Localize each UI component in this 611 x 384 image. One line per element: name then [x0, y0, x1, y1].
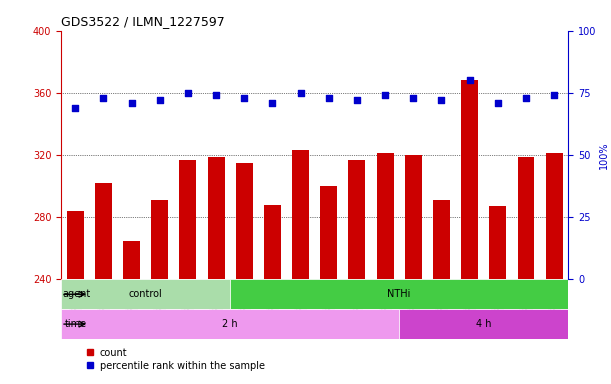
Point: [324, 95, 334, 101]
Point: [268, 100, 277, 106]
Bar: [123, 240, 140, 279]
Bar: [320, 186, 337, 279]
Text: time: time: [65, 319, 87, 329]
Bar: [461, 80, 478, 279]
Y-axis label: 100%: 100%: [599, 141, 609, 169]
Text: control: control: [129, 289, 163, 299]
Bar: [152, 200, 168, 279]
Text: agent: agent: [62, 289, 90, 299]
Bar: [489, 206, 507, 279]
Bar: [61, 309, 399, 339]
Point: [352, 97, 362, 103]
Point: [70, 105, 80, 111]
Point: [521, 95, 531, 101]
Bar: [546, 154, 563, 279]
Bar: [236, 163, 253, 279]
Bar: [433, 200, 450, 279]
Point: [549, 92, 559, 98]
Bar: [518, 157, 535, 279]
Bar: [376, 154, 393, 279]
Bar: [95, 183, 112, 279]
Text: GDS3522 / ILMN_1227597: GDS3522 / ILMN_1227597: [61, 15, 225, 28]
Bar: [405, 155, 422, 279]
Point: [465, 77, 475, 83]
Point: [493, 100, 503, 106]
Legend: count, percentile rank within the sample: count, percentile rank within the sample: [81, 344, 269, 374]
Point: [126, 100, 136, 106]
Bar: [399, 309, 568, 339]
Point: [98, 95, 108, 101]
Point: [240, 95, 249, 101]
Bar: [67, 211, 84, 279]
Text: 2 h: 2 h: [222, 319, 238, 329]
Bar: [230, 279, 568, 309]
Bar: [180, 160, 196, 279]
Text: 4 h: 4 h: [476, 319, 491, 329]
Bar: [61, 279, 230, 309]
Point: [436, 97, 446, 103]
Bar: [264, 205, 281, 279]
Point: [155, 97, 164, 103]
Text: NTHi: NTHi: [387, 289, 411, 299]
Point: [380, 92, 390, 98]
Point: [183, 90, 193, 96]
Point: [408, 95, 418, 101]
Bar: [348, 160, 365, 279]
Bar: [208, 157, 224, 279]
Point: [296, 90, 306, 96]
Bar: [292, 151, 309, 279]
Point: [211, 92, 221, 98]
